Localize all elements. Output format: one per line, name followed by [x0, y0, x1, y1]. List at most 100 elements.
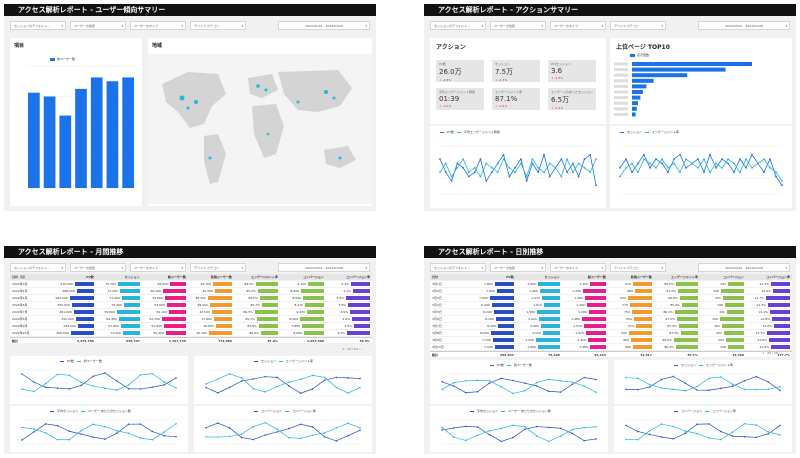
column-header[interactable]: セッション [544, 275, 560, 279]
column-header[interactable]: 新規ユーザー数 [630, 275, 652, 279]
table-row[interactable]: 3月6日 8,100 2,020 1,480 950 87.5% 259 12.8% [430, 316, 792, 323]
table-row[interactable]: 2022年10月 266,000 72,500 55,400 40,100 86.6% 8,… [10, 330, 372, 337]
column-header[interactable]: エンゲージメント率 [670, 275, 698, 279]
table-row[interactable]: 3月7日 8,300 2,060 1,510 970 87.9% 263 12.8% [430, 323, 792, 330]
data-point [525, 175, 528, 178]
cell-bar [346, 331, 370, 335]
table-row[interactable]: 3月4日 6,400 1,610 1,200 770 85.9% 198 12.3% [430, 302, 792, 309]
table-row[interactable]: 3月10日 7,500 1,890 1,380 880 86.4% 238 12.6% [430, 344, 792, 351]
table-cell: 2,010 [516, 331, 562, 335]
column-header[interactable]: 日付 [432, 275, 439, 279]
table-cell: 12.6% [746, 345, 792, 349]
data-point [571, 381, 574, 383]
column-header[interactable]: エンゲージメント率 [250, 275, 278, 279]
filter-user-type[interactable]: ユーザーのタイプ ▾ [550, 21, 606, 30]
table-row[interactable]: 2022年6月 259,000 70,300 53,600 38,200 85.7% 8,2… [10, 302, 372, 309]
data-point [779, 434, 781, 436]
column-header[interactable]: コンバージョン率 [346, 275, 370, 279]
table-cell: 750 [608, 310, 654, 314]
mini-line-chart[interactable] [430, 414, 608, 452]
column-header[interactable]: コンバージョン [302, 275, 324, 279]
date-range-picker[interactable]: 2023/03/01 - 2023/03/28 ▾ [698, 21, 790, 30]
table-row[interactable]: 2022年3月 275,000 75,700 58,300 42,700 84.5% 9,1… [10, 281, 372, 288]
mini-line-chart[interactable] [10, 414, 188, 452]
filter-gender[interactable]: ユーザーの性別 ▾ [490, 21, 546, 30]
data-point [151, 438, 154, 441]
column-header[interactable]: コンバージョン [722, 275, 744, 279]
data-point [721, 166, 723, 169]
table-row[interactable]: 3月9日 7,700 1,930 1,410 900 86.9% 244 12.6% [430, 337, 792, 344]
column-header[interactable]: 総ユーザー数 [587, 275, 606, 279]
table-row[interactable]: 3月3日 7,900 1,970 1,460 930 86.8% 251 12.7% [430, 295, 792, 302]
mini-line-chart[interactable] [194, 364, 372, 404]
table-pager[interactable]: 1 - 28 / 28 ‹ › [762, 351, 782, 355]
mini-line-chart[interactable] [10, 364, 188, 404]
table-cell: 86.0% [234, 296, 280, 300]
filter-channel[interactable]: セッションのデフォルト... ▾ [430, 21, 486, 30]
chevron-down-icon: ▾ [241, 266, 243, 270]
users-bar-chart[interactable] [10, 62, 142, 202]
pv-line-chart[interactable] [430, 136, 606, 206]
filter-gender[interactable]: ユーザーの性別 ▾ [490, 263, 546, 272]
filter-user-type[interactable]: ユーザーのタイプ ▾ [550, 263, 606, 272]
data-point [359, 386, 361, 389]
table-row[interactable]: 2022年7月 281,000 76,800 59,100 43,500 86.3% 9,4… [10, 309, 372, 316]
filter-channel[interactable]: セッションのデフォルト... ▾ [10, 21, 66, 30]
filter-device[interactable]: デバイス カテゴリ ▾ [610, 21, 666, 30]
world-map[interactable] [148, 54, 372, 204]
top-pages-bar-chart[interactable] [610, 60, 792, 122]
filter-gender[interactable]: ユーザーの性別 ▾ [70, 263, 126, 272]
column-header[interactable]: セッション [124, 275, 140, 279]
data-point [625, 158, 627, 160]
data-point [708, 437, 710, 439]
table-cell: 70,300 [96, 303, 142, 307]
mini-line-chart[interactable] [194, 414, 372, 452]
table-row[interactable]: 3月2日 7,600 1,900 1,390 880 87.2% 236 12.4% [430, 288, 792, 295]
cell-bar [76, 289, 94, 293]
table-row[interactable]: 3月5日 6,200 1,580 1,180 750 86.1% 191 12.1% [430, 309, 792, 316]
data-point [767, 430, 769, 433]
data-point [311, 388, 314, 390]
filter-user-type[interactable]: ユーザーのタイプ ▾ [130, 21, 186, 30]
filter-channel[interactable]: セッションのデフォルト... ▾ [430, 263, 486, 272]
table-row[interactable]: 2022年5月 262,000 71,900 54,800 39,300 86.0% 8,5… [10, 295, 372, 302]
table-cell: 1,390 [562, 289, 608, 293]
column-header[interactable]: PV数 [86, 275, 94, 279]
filter-device[interactable]: デバイス カテゴリ ▾ [190, 263, 246, 272]
table-row[interactable]: 3月8日 8,000 2,010 1,470 940 87.3% 255 12.7% [430, 330, 792, 337]
table-row[interactable]: 2022年4月 268,000 73,200 56,100 40,900 85.2% 8,8… [10, 288, 372, 295]
column-header[interactable]: 新規ユーザー数 [210, 275, 232, 279]
filter-channel[interactable]: セッションのデフォルト... ▾ [10, 263, 66, 272]
filter-device[interactable]: デバイス カテゴリ ▾ [190, 21, 246, 30]
table-cell: 84.8% [234, 324, 280, 328]
filter-device[interactable]: デバイス カテゴリ ▾ [610, 263, 666, 272]
bar-label [614, 90, 628, 94]
data-point [637, 162, 639, 165]
sessions-line-chart[interactable] [610, 136, 792, 206]
table-pager[interactable]: 1 - 14 / 14 ‹ › [342, 347, 362, 351]
mini-line-chart[interactable] [614, 414, 792, 452]
column-header[interactable]: 総ユーザー数 [167, 275, 186, 279]
data-point [535, 381, 538, 384]
table-row[interactable]: 3月1日 7,800 1,950 1,420 910 86.5% 242 12.4% [430, 281, 792, 288]
data-point [335, 427, 338, 429]
column-header[interactable]: PV数 [506, 275, 514, 279]
table-cell: 7,500 [470, 345, 516, 349]
date-range-picker[interactable]: 2022/03/01 - 2023/03/28 ▾ [278, 263, 370, 272]
filter-user-type[interactable]: ユーザーのタイプ ▾ [130, 263, 186, 272]
data-point [151, 372, 154, 375]
total-cell: 49.5% [359, 338, 370, 343]
date-range-picker[interactable]: 2023/01/01 - 2023/03/28 ▾ [278, 21, 370, 30]
data-point [488, 379, 491, 382]
table-cell: 2022年4月 [12, 289, 28, 293]
table-row[interactable]: 2022年9月 249,000 67,800 51,900 36,600 84.8% 7,8… [10, 323, 372, 330]
date-range-picker[interactable]: 2023/03/01 - 2023/03/28 ▾ [698, 263, 790, 272]
data-point [719, 430, 722, 433]
column-header[interactable]: 日付（月） [12, 275, 28, 279]
column-header[interactable]: コンバージョン率 [766, 275, 790, 279]
mini-line-chart[interactable] [614, 368, 792, 404]
mini-line-chart[interactable] [430, 368, 608, 404]
filter-gender[interactable]: ユーザーの性別 ▾ [70, 21, 126, 30]
data-point [703, 158, 705, 160]
table-row[interactable]: 2022年8月 255,000 69,400 52,700 37,800 85.1% 8,0… [10, 316, 372, 323]
